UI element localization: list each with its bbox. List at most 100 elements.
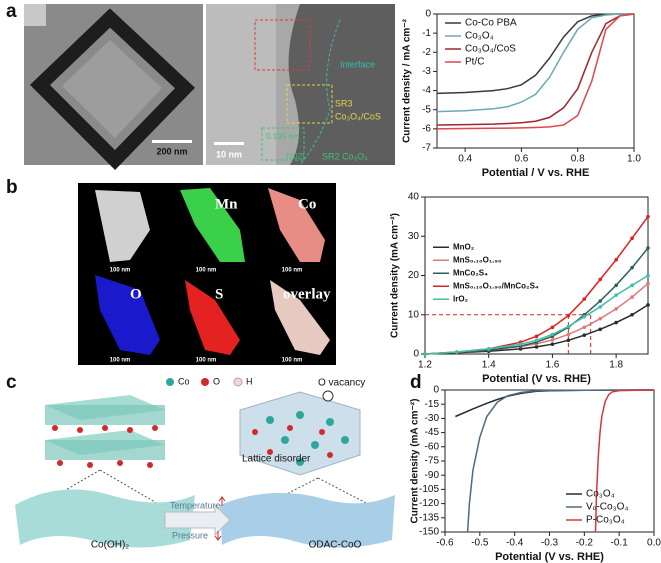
schematic: Co O H Co(OH)₂ O vacancy Lattice disorde…: [15, 376, 395, 551]
y-tick-label: -45: [425, 427, 440, 438]
x-tick-label: 1.6: [545, 360, 559, 371]
y-tick-label: -105: [419, 484, 439, 495]
point: [566, 332, 571, 337]
x-tick-label: 1.4: [482, 360, 496, 371]
image-label: (102): [286, 152, 305, 161]
annotation: Pressure: [172, 530, 208, 540]
point: [534, 338, 539, 343]
scale-label: 100 nm: [282, 358, 303, 364]
image-label: 0.195 nm: [266, 132, 300, 141]
x-tick-label: 0.4: [458, 154, 472, 165]
point: [614, 258, 618, 262]
point: [598, 277, 603, 282]
hrtem-image: 10 nm Interface SR3 Co₃O₄/CoS 0.195 nm (…: [206, 4, 395, 166]
series-line: [424, 247, 649, 355]
element-label: Mn: [215, 196, 238, 212]
material-label: ODAC-CoO: [309, 540, 362, 551]
y-tick-label: -5: [422, 104, 431, 115]
series-line: [594, 389, 655, 533]
point: [614, 283, 618, 288]
panel-label: d: [410, 372, 422, 393]
series-line: [436, 13, 635, 130]
point: [646, 214, 650, 219]
point: [455, 350, 459, 354]
y-tick-label: 0: [413, 349, 419, 360]
legend-label: Vₒ-Co₃O₄: [586, 502, 629, 513]
x-axis-label: Potential (V vs. RHE): [495, 551, 604, 563]
scale-label: 100 nm: [110, 358, 131, 364]
point: [550, 338, 555, 342]
point: [630, 265, 634, 270]
x-axis-label: Potential / V vs. RHE: [482, 167, 590, 179]
x-tick-label: -0.3: [541, 538, 559, 549]
point: [423, 352, 427, 356]
y-tick-label: -15: [425, 399, 440, 410]
y-tick-label: 10: [408, 309, 420, 320]
legend-label: Co₃O₄/CoS: [465, 44, 516, 55]
element-label: Co: [298, 196, 316, 212]
point: [630, 295, 634, 299]
point: [614, 293, 618, 297]
y-tick-label: -1: [422, 28, 431, 39]
y-axis-label: Current density / mA cm⁻²: [402, 18, 413, 142]
scale-label: 10 nm: [216, 149, 242, 159]
series-line: [436, 13, 635, 126]
y-tick-label: -30: [425, 413, 440, 424]
panel-label: b: [6, 177, 18, 198]
point: [582, 314, 587, 319]
eds-maps: Mn Co O S overlay 100 nm 100 nm 100 nm 1…: [78, 183, 336, 365]
point: [534, 334, 539, 339]
element-label: S: [215, 286, 223, 302]
material-label: Co(OH)₂: [91, 540, 129, 551]
y-tick-label: 20: [408, 270, 420, 281]
series-line: [436, 13, 634, 113]
y-tick-label: -135: [419, 512, 439, 523]
image-label: SR3: [335, 98, 353, 108]
y-tick-label: -4: [422, 85, 431, 96]
x-axis-label: Potential (V vs. RHE): [482, 373, 591, 385]
point: [598, 305, 603, 309]
y-tick-label: -75: [425, 456, 440, 467]
point: [598, 316, 603, 321]
y-tick-label: -150: [419, 527, 439, 538]
panel-label: c: [6, 372, 17, 393]
x-tick-label: 1.2: [418, 360, 432, 371]
x-tick-label: -0.1: [611, 538, 629, 549]
element-label: overlay: [283, 286, 331, 302]
x-tick-label: 0.8: [571, 154, 585, 165]
image-label: SR2 Co₃O₄: [322, 151, 368, 161]
point: [566, 338, 571, 343]
annotation: O vacancy: [318, 378, 365, 389]
scale-label: 100 nm: [196, 268, 217, 274]
point: [582, 333, 587, 337]
element-label: O: [130, 286, 142, 302]
image-label: Co₃O₄/CoS: [335, 111, 381, 121]
annotation: Temperature: [170, 500, 221, 510]
point: [550, 332, 555, 337]
point: [614, 307, 618, 311]
series-line: [424, 274, 649, 355]
annotation: Lattice disorder: [242, 454, 311, 465]
x-tick-label: 1.8: [609, 360, 623, 371]
legend-label: MnS₀.₁₀O₁.₉₀/MnCo₂S₄: [453, 281, 539, 290]
x-tick-label: 0.0: [647, 538, 661, 549]
series-line: [424, 304, 649, 355]
x-tick-label: 1.0: [627, 154, 641, 165]
point: [598, 327, 603, 332]
legend-label: MnO₂: [453, 242, 475, 251]
point: [566, 313, 571, 318]
y-tick-label: -7: [422, 143, 431, 154]
y-tick-label: -60: [425, 441, 440, 452]
y-tick-label: 0: [425, 9, 431, 20]
legend-label: MnCo₂S₄: [453, 268, 488, 277]
scale-label: 100 nm: [110, 268, 131, 274]
point: [486, 347, 491, 351]
point: [646, 273, 650, 278]
y-tick-label: 40: [408, 192, 420, 203]
scale-label: 100 nm: [282, 268, 303, 274]
legend-label: Co₃O₄: [586, 489, 615, 500]
y-tick-label: -90: [425, 470, 440, 481]
point: [630, 312, 634, 317]
point: [582, 297, 587, 301]
